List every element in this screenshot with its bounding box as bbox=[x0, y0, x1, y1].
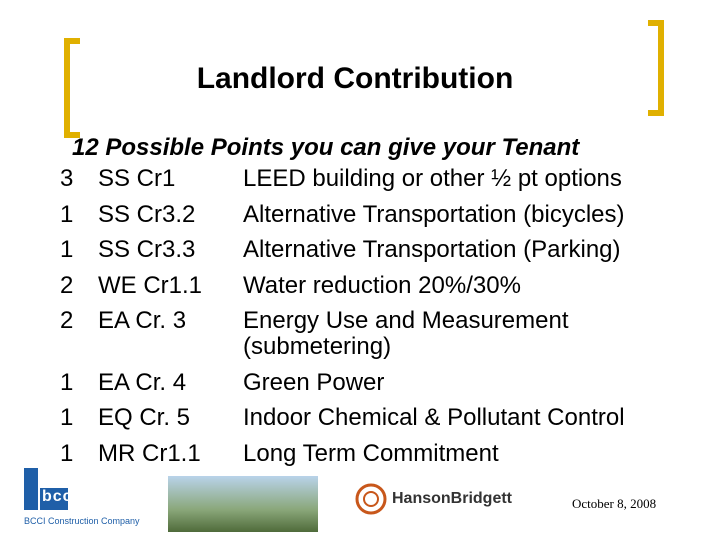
hansonbridgett-logo: HansonBridgett bbox=[354, 482, 554, 518]
credit-code: SS Cr3.2 bbox=[98, 200, 196, 228]
points: 1 bbox=[60, 236, 74, 263]
points: 1 bbox=[60, 439, 74, 467]
credit-code: SS Cr1 bbox=[98, 165, 176, 192]
credit-list: 3 SS Cr1 LEED building or other ½ pt optio… bbox=[0, 166, 720, 476]
credit-code: EQ Cr. 5 bbox=[98, 404, 191, 431]
credit-description: Alternative Transportation (Parking) bbox=[243, 236, 621, 263]
bcci-logo: bcci BCCI Construction Company bbox=[24, 468, 174, 532]
date: October 8, 2008 bbox=[572, 496, 657, 511]
points: 2 bbox=[60, 307, 74, 334]
bcci-caption: BCCI Construction Company bbox=[24, 516, 140, 526]
points: 3 bbox=[60, 165, 74, 192]
left-bracket bbox=[64, 38, 80, 138]
credit-description: LEED building or other ½ pt options bbox=[243, 165, 622, 192]
credit-row: 1 EQ Cr. 5 Indoor Chemical & Pollutant Con… bbox=[0, 405, 720, 431]
points: 2 bbox=[60, 271, 74, 299]
right-bracket bbox=[648, 20, 664, 116]
credit-row: 3 SS Cr1 LEED building or other ½ pt optio… bbox=[0, 166, 720, 192]
points: 1 bbox=[60, 200, 74, 228]
hb-icon bbox=[355, 483, 387, 515]
credit-code: MR Cr1.1 bbox=[98, 439, 201, 467]
hb-text: HansonBridgett bbox=[392, 490, 512, 507]
subtitle: 12 Possible Points you can give your Ten… bbox=[72, 134, 580, 161]
credit-row: 1 MR Cr1.1 Long Term Commitment bbox=[0, 439, 720, 467]
credit-code: EA Cr. 4 bbox=[98, 368, 187, 396]
credit-description: Alternative Transportation (bicycles) bbox=[243, 200, 625, 228]
credit-row: 1 SS Cr3.2 Alternative Transportation (bic… bbox=[0, 200, 720, 228]
credit-row: 2 WE Cr1.1 Water reduction 20%/30% bbox=[0, 271, 720, 299]
slide-title: Landlord Contribution bbox=[196, 62, 514, 95]
points: 1 bbox=[60, 368, 74, 396]
points: 1 bbox=[60, 404, 74, 431]
credit-description: Water reduction 20%/30% bbox=[243, 271, 521, 299]
credit-row: 1 SS Cr3.3 Alternative Transportation (Par… bbox=[0, 237, 720, 263]
credit-row: 2 EA Cr. 3 Energy Use and Measurement (sub… bbox=[0, 308, 720, 360]
credit-row: 1 EA Cr. 4 Green Power bbox=[0, 368, 720, 396]
credit-description: Long Term Commitment bbox=[243, 439, 499, 467]
credit-code: SS Cr3.3 bbox=[98, 236, 196, 263]
credit-description: Energy Use and Measurement (submetering) bbox=[243, 307, 569, 360]
bcci-logo-text: bcci bbox=[42, 488, 79, 505]
building-photo bbox=[168, 476, 318, 532]
credit-description: Indoor Chemical & Pollutant Control bbox=[243, 404, 625, 431]
credit-description: Green Power bbox=[243, 368, 385, 396]
credit-code: EA Cr. 3 bbox=[98, 307, 187, 334]
credit-code: WE Cr1.1 bbox=[98, 271, 203, 299]
